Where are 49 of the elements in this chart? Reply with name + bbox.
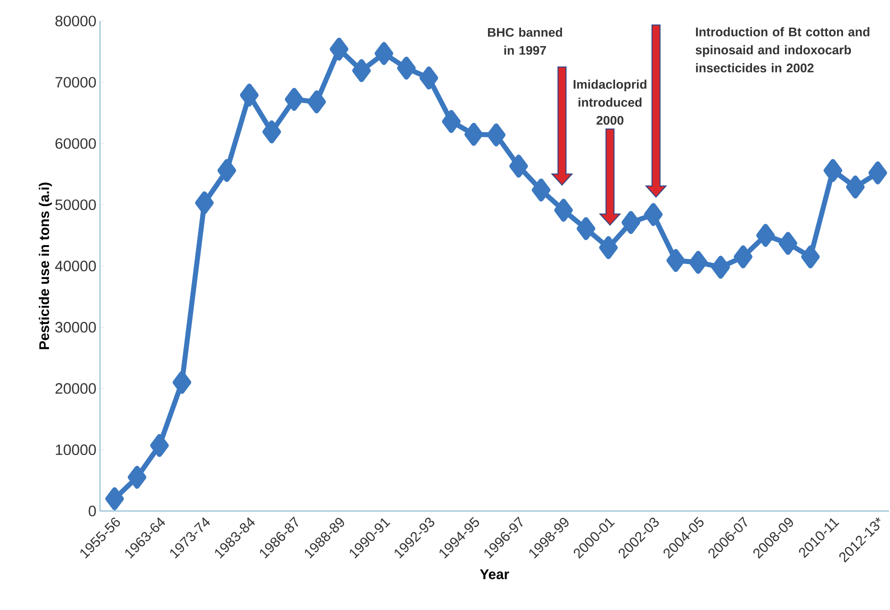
point — [374, 42, 394, 65]
point — [105, 487, 124, 510]
point — [824, 158, 842, 182]
point — [666, 248, 686, 272]
y-axis-title: Pesticide use in tons (a.i) — [38, 182, 52, 350]
y-tick-label: 0 — [88, 506, 96, 516]
point — [801, 245, 820, 268]
point — [599, 236, 618, 260]
y-tick-label: 40000 — [55, 260, 96, 272]
point — [868, 161, 888, 184]
point — [509, 154, 528, 178]
point — [464, 122, 483, 146]
point — [734, 245, 752, 268]
y-tick-label: 60000 — [56, 138, 96, 149]
point — [150, 434, 169, 457]
point — [397, 56, 416, 80]
point — [778, 232, 798, 255]
point — [284, 88, 304, 111]
point — [420, 66, 438, 90]
point — [330, 38, 348, 61]
point — [352, 59, 371, 82]
point — [307, 90, 326, 114]
point — [442, 110, 461, 133]
x-axis-title: Year — [480, 569, 510, 580]
point — [532, 178, 550, 202]
point — [622, 211, 640, 234]
y-tick-label: 80000 — [55, 16, 96, 26]
y-tick-label: 70000 — [56, 76, 96, 88]
y-tick-label: 10000 — [56, 444, 96, 456]
point — [262, 120, 281, 144]
point — [172, 370, 192, 394]
annotation: Introduction of Bt cotton and spinosaid and indoxocarb insecticides in 2002 — [696, 27, 870, 72]
point — [554, 198, 573, 222]
point — [688, 250, 708, 274]
point — [486, 123, 506, 146]
y-tick-label: 50000 — [55, 199, 96, 210]
point — [240, 84, 259, 107]
point — [846, 175, 865, 198]
point — [128, 466, 146, 489]
y-tick-label: 30000 — [55, 322, 96, 333]
point — [218, 158, 236, 182]
point — [711, 256, 730, 279]
point — [644, 203, 663, 226]
y-tick-label: 20000 — [56, 383, 96, 394]
point — [576, 217, 596, 240]
annotation: Imidacloprid introduced 2000 — [574, 80, 646, 125]
point — [756, 224, 775, 247]
point — [195, 191, 214, 214]
annotation: BHC banned in 1997 — [488, 28, 562, 55]
